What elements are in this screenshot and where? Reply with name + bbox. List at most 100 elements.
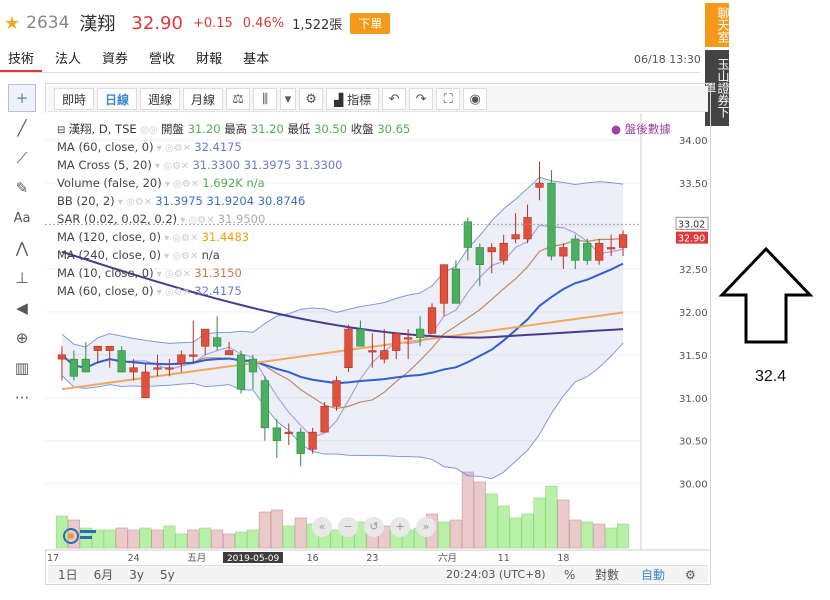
zoom-in-icon[interactable]: + — [390, 517, 410, 537]
volume-bars — [55, 471, 630, 549]
legend-row-controls-icon[interactable]: ▾ ◎⚙✕ — [161, 179, 203, 190]
zoom-icon[interactable]: ⊕ — [15, 329, 29, 347]
legend-controls-icon[interactable]: ◎◎ — [140, 125, 161, 136]
price-axis: 34.0033.5033.0032.5032.0031.5031.0030.50… — [679, 136, 708, 490]
price-change-percent: 0.46% — [242, 15, 285, 31]
legend-row-label: MA (60, close, 0) — [57, 284, 154, 298]
redo-icon[interactable]: ↷ — [409, 87, 434, 110]
open-label: 開盤 — [160, 122, 184, 136]
legend-row-controls-icon[interactable]: ▾ ◎⚙✕ — [153, 143, 195, 154]
candle-body — [272, 427, 281, 442]
legend-row-controls-icon[interactable]: ▾ ◎⚙✕ — [153, 269, 195, 280]
scroll-left-icon[interactable]: « — [312, 517, 332, 537]
crosshair-date-label: 2019-05-09 — [227, 554, 280, 563]
volume-bar — [437, 521, 451, 549]
trade-volume: 1,522張 — [292, 17, 343, 33]
indicators-icon: ▟ — [334, 92, 348, 107]
intraday-button[interactable]: 即時 — [54, 87, 95, 110]
legend-row-controls-icon[interactable]: ▾ ◎⚙✕ — [177, 215, 218, 226]
tab-margin[interactable]: 資券 — [102, 52, 129, 67]
balance-icon[interactable]: ⚖ — [226, 87, 251, 110]
volume-bar — [103, 529, 116, 549]
log-scale-toggle[interactable]: 對數 — [595, 568, 620, 582]
weekly-button[interactable]: 週線 — [140, 87, 181, 110]
candle-body — [296, 431, 305, 454]
volume-bar — [163, 525, 176, 549]
brush-icon[interactable]: ✎ — [15, 179, 29, 197]
legend-row-controls-icon[interactable]: ▾ ◎⚙✕ — [151, 161, 193, 172]
candle-body — [499, 242, 508, 261]
volume-bar — [509, 517, 522, 549]
measure-icon[interactable]: ⊥ — [15, 269, 29, 287]
percent-toggle[interactable]: % — [564, 567, 576, 582]
legend-row-controls-icon[interactable]: ▾ ◎⚙✕ — [153, 287, 195, 298]
volume-bar — [175, 533, 188, 549]
volume-bar — [55, 515, 68, 549]
annotation-price: 32.4 — [755, 368, 787, 385]
fullscreen-icon[interactable]: ⛶ — [436, 87, 461, 110]
volume-bar — [617, 523, 630, 549]
range-3y-button[interactable]: 3y — [129, 567, 145, 582]
legend-row-value: 31.4483 — [201, 230, 250, 244]
legend-row-controls-icon[interactable]: ▾ ◎⚙✕ — [160, 251, 202, 262]
volume-bar — [593, 523, 606, 549]
price-tick-label: 33.50 — [679, 179, 708, 190]
time-tick-label: 24 — [128, 553, 140, 563]
candle-body — [69, 358, 78, 377]
collapse-icon[interactable]: ⊟ — [57, 125, 69, 136]
range-6m-button[interactable]: 6月 — [93, 568, 114, 582]
star-icon[interactable]: ★ — [4, 12, 21, 34]
price-tag-current-box — [676, 231, 708, 244]
zoom-out-icon[interactable]: − — [338, 517, 358, 537]
reset-icon[interactable]: ↺ — [364, 517, 384, 537]
candle-type-icon[interactable]: ⫼ — [253, 87, 278, 110]
legend-row-value: 32.4175 — [194, 284, 242, 298]
close-value: 30.65 — [377, 122, 411, 136]
ruler-icon[interactable]: ▥ — [14, 359, 30, 377]
scroll-right-icon[interactable]: » — [416, 517, 436, 537]
indicators-label: 指標 — [347, 92, 372, 107]
auto-scale-toggle[interactable]: 自動 — [641, 568, 666, 582]
pattern-icon[interactable]: ⋀ — [15, 239, 29, 257]
moving-averages — [61, 224, 624, 438]
undo-icon[interactable]: ↶ — [382, 87, 407, 110]
legend-row-label: MA Cross (5, 20) — [57, 158, 152, 172]
broker-order-button[interactable]: 玉山證券下單 — [703, 50, 730, 126]
tab-financials[interactable]: 財報 — [196, 52, 223, 67]
volume-bar — [461, 471, 474, 549]
more-icon[interactable]: ··· — [14, 389, 30, 407]
fibonacci-icon[interactable]: ⟋ — [16, 149, 28, 167]
legend-row-label: MA (240, close, 0) — [57, 248, 161, 262]
range-1d-button[interactable]: 1日 — [58, 568, 78, 582]
indicators-button[interactable]: ▟ 指標 — [326, 87, 380, 110]
arrow-left-icon[interactable]: ◀ — [16, 299, 28, 317]
legend-row-controls-icon[interactable]: ▾ ◎⚙✕ — [160, 233, 202, 244]
after-hours-link[interactable]: ● 盤後數據 — [611, 121, 671, 137]
camera-icon[interactable]: ◉ — [463, 87, 488, 110]
after-hours-dot-icon: ● — [611, 122, 625, 136]
price-chart[interactable]: 34.0033.5033.0032.5032.0031.5031.0030.50… — [45, 113, 711, 563]
candle-body — [427, 307, 437, 334]
legend-row: MA (10, close, 0) ▾ ◎⚙✕ 31.3150 — [57, 265, 410, 283]
range-5y-button[interactable]: 5y — [160, 567, 175, 582]
order-button[interactable]: 下單 — [350, 12, 391, 34]
bottom-settings-icon[interactable]: ⚙ — [685, 567, 696, 582]
tab-institutional[interactable]: 法人 — [55, 52, 82, 67]
legend-row-value: 1.692K n/a — [202, 176, 265, 190]
volume-bar — [234, 531, 248, 549]
text-tool-icon[interactable]: Aa — [13, 210, 31, 226]
daily-button[interactable]: 日線 — [97, 87, 138, 110]
tab-basic[interactable]: 基本 — [243, 52, 270, 67]
legend-row-controls-icon[interactable]: ▾ ◎⚙✕ — [114, 197, 156, 208]
tab-revenue[interactable]: 營收 — [149, 52, 176, 67]
candle-body — [607, 247, 616, 250]
tab-technical[interactable]: 技術 — [0, 50, 43, 72]
crosshair-icon[interactable]: + — [8, 84, 36, 112]
trendline-icon[interactable]: ╱ — [17, 119, 27, 137]
settings-icon[interactable]: ⚙ — [299, 87, 324, 110]
candle-body — [320, 406, 329, 433]
monthly-button[interactable]: 月線 — [183, 87, 224, 110]
chat-room-button[interactable]: 聊天室 — [705, 3, 730, 47]
chevron-down-icon[interactable]: ▾ — [280, 87, 297, 110]
